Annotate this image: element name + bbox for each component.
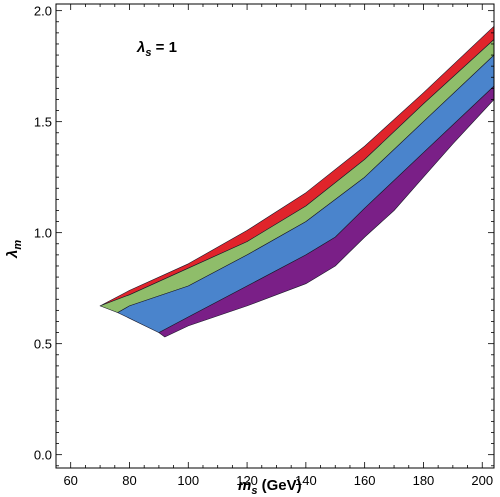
y-tick-label: 1.5: [34, 115, 52, 130]
y-tick-label: 2.0: [34, 4, 52, 19]
x-tick-label: 180: [413, 473, 435, 488]
band-3: [158, 85, 495, 338]
x-axis-label: ms (GeV): [238, 477, 302, 497]
x-tick-label: 120: [236, 473, 258, 488]
y-tick-label: 1.0: [34, 226, 52, 241]
lambda-s-annotation: λs = 1: [136, 39, 177, 59]
plot-frame: [55, 3, 495, 469]
x-tick-label: 140: [295, 473, 317, 488]
y-tick-label: 0.0: [34, 448, 52, 463]
x-tick-label: 100: [177, 473, 199, 488]
x-tick-label: 60: [63, 473, 77, 488]
tick-labels-group: 60 80 100 120 140 160 180 200 0.0 0.5 1.0 1.5 2.0: [34, 4, 493, 488]
x-tick-label: 80: [122, 473, 136, 488]
y-tick-label: 0.5: [34, 337, 52, 352]
x-tick-label: 200: [471, 473, 493, 488]
x-tick-label: 160: [354, 473, 376, 488]
y-axis-label: λm: [4, 240, 24, 259]
ticks-group: [55, 4, 494, 468]
